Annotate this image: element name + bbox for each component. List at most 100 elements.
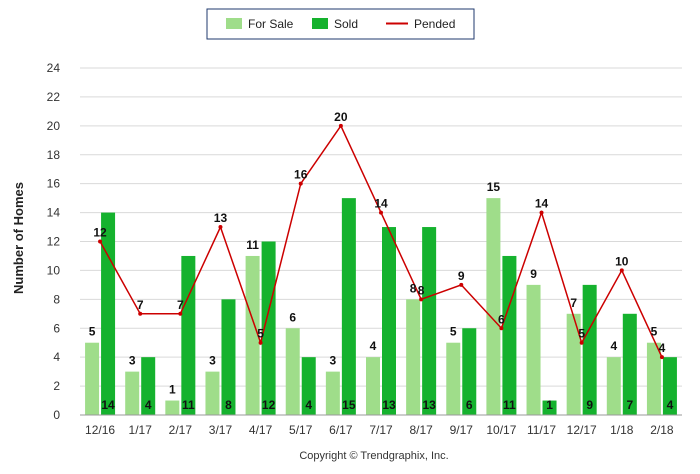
x-tick-label: 11/17 (527, 423, 556, 437)
for-sale-data-label: 6 (289, 310, 296, 324)
sold-data-label: 14 (101, 398, 115, 412)
sold-data-label: 13 (422, 398, 436, 412)
x-tick-label: 7/17 (369, 423, 393, 437)
for-sale-bar (446, 342, 461, 415)
for-sale-data-label: 1 (169, 383, 176, 397)
x-tick-label: 1/18 (610, 423, 634, 437)
sold-bar (181, 255, 196, 415)
for-sale-bar (646, 342, 661, 415)
x-tick-label: 10/17 (486, 423, 516, 437)
legend: For Sale Sold Pended (206, 8, 475, 40)
sold-bar (261, 241, 276, 415)
y-tick-label: 20 (47, 119, 61, 133)
pended-point (379, 210, 383, 215)
legend-box (206, 8, 475, 40)
x-tick-label: 5/17 (289, 423, 313, 437)
for-sale-data-label: 5 (651, 325, 658, 339)
legend-swatch-for-sale (226, 18, 242, 29)
for-sale-bar (85, 342, 100, 415)
pended-point (298, 181, 303, 186)
pended-data-label: 10 (615, 254, 629, 268)
for-sale-bar (245, 255, 260, 415)
for-sale-bar (125, 371, 140, 415)
pended-point (539, 210, 544, 215)
y-axis-label: Number of Homes (11, 182, 26, 294)
pended-data-label: 5 (578, 327, 585, 341)
pended-point (499, 326, 504, 331)
sold-data-label: 4 (305, 398, 312, 412)
x-tick-label: 12/17 (567, 423, 597, 437)
sold-bar (542, 400, 557, 415)
for-sale-data-label: 11 (246, 238, 259, 252)
for-sale-data-label: 7 (570, 296, 577, 310)
y-tick-label: 22 (47, 90, 61, 104)
for-sale-data-label: 3 (129, 354, 136, 368)
for-sale-data-label: 5 (450, 325, 457, 339)
pended-point (459, 282, 464, 287)
x-tick-label: 2/18 (650, 423, 674, 437)
sold-bar (622, 313, 637, 415)
pended-point (98, 239, 103, 244)
x-tick-label: 2/17 (169, 423, 193, 437)
sold-bar (101, 212, 116, 415)
y-tick-label: 6 (53, 321, 60, 335)
y-tick-label: 14 (47, 206, 61, 220)
sold-data-label: 11 (182, 398, 195, 412)
legend-label-sold: Sold (334, 17, 358, 31)
for-sale-bar (285, 328, 300, 415)
x-tick-label: 3/17 (209, 423, 233, 437)
pended-point (619, 268, 624, 273)
for-sale-data-label: 3 (330, 354, 337, 368)
legend-label-pended: Pended (414, 17, 455, 31)
for-sale-bar (406, 299, 421, 415)
pended-data-label: 14 (374, 197, 388, 211)
for-sale-data-label: 9 (530, 267, 537, 281)
pended-point (419, 297, 424, 302)
pended-data-label: 20 (334, 110, 348, 124)
pended-data-label: 14 (535, 197, 549, 211)
pended-data-label: 6 (498, 312, 505, 326)
pended-data-label: 16 (294, 168, 308, 182)
sold-bar (662, 357, 677, 415)
legend-label-for-sale: For Sale (248, 17, 294, 31)
for-sale-data-label: 15 (487, 180, 501, 194)
for-sale-data-label: 4 (610, 339, 617, 353)
pended-data-label: 7 (137, 298, 144, 312)
sold-bar (221, 299, 236, 415)
pended-data-label: 12 (93, 226, 107, 240)
for-sale-data-label: 3 (209, 354, 216, 368)
pended-line (98, 123, 664, 360)
for-sale-data-label: 5 (89, 325, 96, 339)
pended-point (138, 311, 143, 316)
pended-data-label: 4 (659, 341, 666, 355)
y-tick-label: 12 (47, 235, 61, 249)
x-tick-label: 12/16 (85, 423, 115, 437)
pended-data-label: 13 (214, 211, 228, 225)
sold-bar (141, 357, 156, 415)
sold-data-label: 1 (546, 398, 553, 412)
sold-data-label: 13 (382, 398, 396, 412)
x-tick-label: 8/17 (409, 423, 433, 437)
pended-point (579, 340, 584, 345)
for-sale-bar (325, 371, 340, 415)
for-sale-bar (566, 313, 581, 415)
sold-data-label: 6 (466, 398, 473, 412)
x-axis-ticks: 12/16 1/17 2/17 3/17 4/17 5/17 6/17 7/17 8/17 9/1… (85, 423, 674, 437)
sold-data-label: 4 (145, 398, 152, 412)
y-tick-label: 10 (47, 263, 61, 277)
pended-data-label: 5 (257, 327, 264, 341)
for-sale-bar (606, 357, 621, 415)
sold-data-label: 15 (342, 398, 356, 412)
sold-data-label: 7 (626, 398, 633, 412)
pended-point (338, 123, 343, 128)
sold-bar (301, 357, 316, 415)
x-tick-label: 6/17 (329, 423, 353, 437)
sold-data-label: 11 (503, 398, 516, 412)
legend-swatch-sold (312, 18, 328, 29)
y-tick-label: 18 (47, 148, 61, 162)
y-tick-label: 24 (47, 61, 61, 75)
x-tick-label: 4/17 (249, 423, 273, 437)
for-sale-bar (205, 371, 220, 415)
